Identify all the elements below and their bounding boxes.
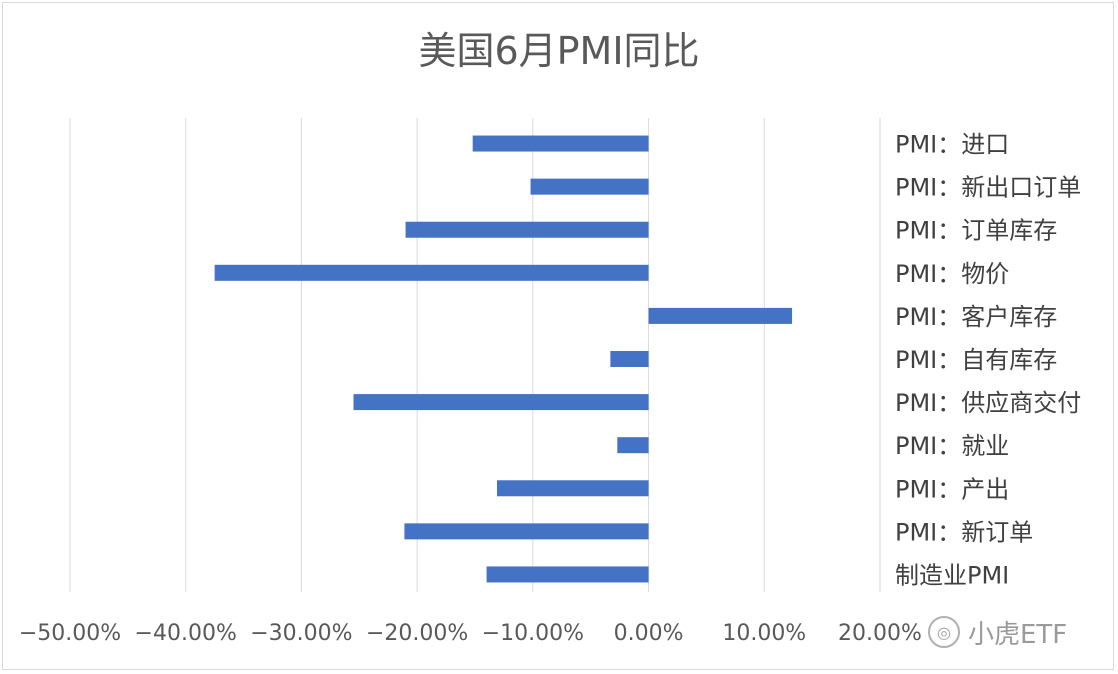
category-label: 制造业PMI — [895, 561, 1009, 589]
category-label: PMI：产出 — [895, 475, 1009, 503]
x-tick-label: 10.00% — [722, 621, 806, 646]
x-tick-label: 0.00% — [614, 621, 684, 646]
watermark: ◎ 小虎ETF — [928, 612, 1067, 652]
bar — [214, 264, 649, 281]
category-label: PMI：订单库存 — [895, 217, 1057, 245]
bar — [648, 307, 793, 324]
category-label: PMI：供应商交付 — [895, 389, 1081, 417]
bar — [496, 480, 649, 497]
category-label: PMI：进口 — [895, 131, 1009, 159]
x-tick-label: −50.00% — [19, 621, 121, 646]
bar — [617, 437, 649, 454]
category-label: PMI：新订单 — [895, 518, 1033, 546]
category-label: PMI：新出口订单 — [895, 174, 1081, 202]
category-label: PMI：客户库存 — [895, 303, 1057, 331]
x-tick-label: 20.00% — [838, 621, 922, 646]
category-label: PMI：自有库存 — [895, 346, 1057, 374]
bar — [405, 221, 649, 238]
bar — [486, 566, 649, 583]
category-label: PMI：物价 — [895, 260, 1009, 288]
watermark-text: 小虎ETF — [968, 619, 1068, 650]
tiger-logo-icon: ◎ — [928, 616, 960, 648]
bar — [610, 351, 649, 367]
bar — [472, 135, 649, 152]
chart-title: 美国6月PMI同比 — [418, 29, 700, 73]
bar — [353, 394, 649, 411]
bar — [404, 523, 649, 540]
x-tick-label: −30.00% — [250, 621, 352, 646]
x-tick-label: −10.00% — [482, 621, 584, 646]
x-tick-label: −20.00% — [366, 621, 468, 646]
category-label: PMI：就业 — [895, 432, 1009, 460]
bar — [530, 178, 649, 195]
x-tick-label: −40.00% — [135, 621, 237, 646]
